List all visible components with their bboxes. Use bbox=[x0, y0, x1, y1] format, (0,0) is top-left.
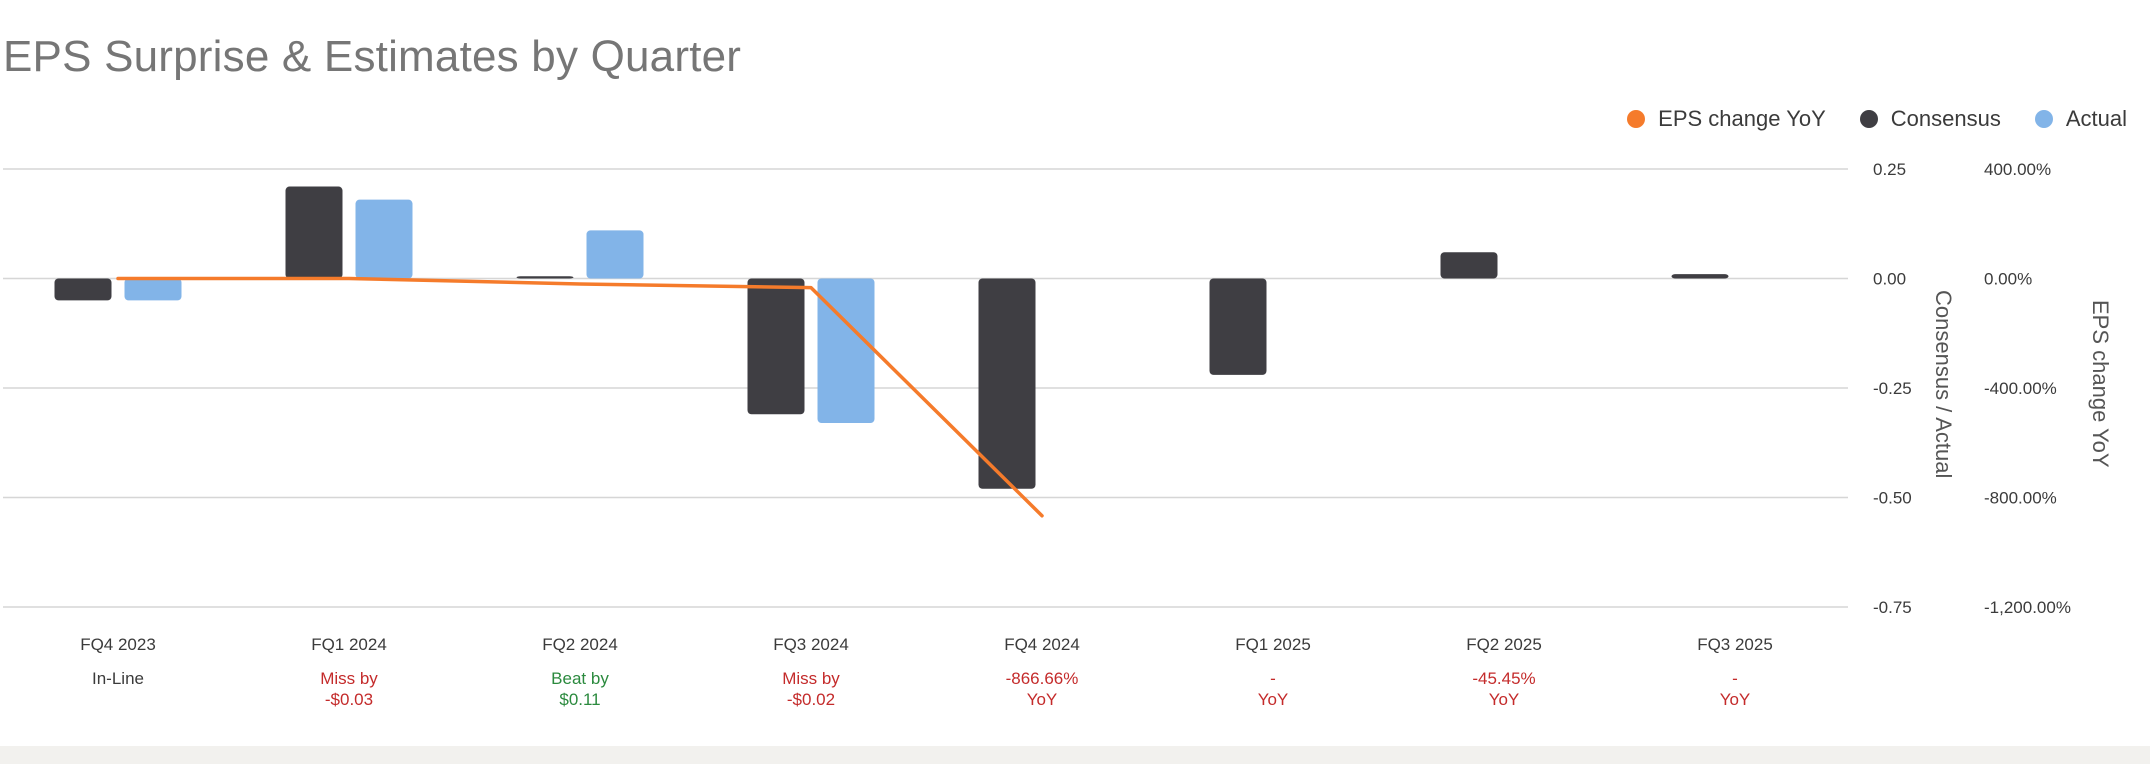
y-right-axis-title: EPS change YoY bbox=[2088, 300, 2113, 468]
x-tick-label: FQ1 2025 bbox=[1235, 635, 1311, 654]
legend-label-consensus: Consensus bbox=[1890, 106, 2001, 131]
surprise-label-line2: YoY bbox=[1720, 690, 1751, 709]
surprise-label-line1: -866.66% bbox=[1006, 669, 1079, 688]
bar-consensus bbox=[285, 186, 343, 279]
line-eps-change-yoy bbox=[116, 276, 1044, 518]
y-right-tick-label: -1,200.00% bbox=[1984, 598, 2071, 617]
surprise-label-line2: -$0.02 bbox=[787, 690, 835, 709]
surprise-label-line2: -$0.03 bbox=[325, 690, 373, 709]
bar-consensus bbox=[978, 278, 1036, 489]
x-tick-label: FQ4 2024 bbox=[1004, 635, 1080, 654]
bar-consensus bbox=[1209, 278, 1267, 375]
legend-label-eps-change: EPS change YoY bbox=[1658, 106, 1826, 131]
surprise-label-line2: YoY bbox=[1489, 690, 1520, 709]
legend-marker-eps-change bbox=[1627, 110, 1646, 128]
x-tick-label: FQ2 2025 bbox=[1466, 635, 1542, 654]
y-right-tick-label: 400.00% bbox=[1984, 160, 2051, 179]
footer-band bbox=[0, 746, 2150, 764]
bar-actual bbox=[586, 230, 644, 279]
chart-legend: EPS change YoY Consensus Actual bbox=[1627, 106, 2127, 132]
x-tick-label: FQ3 2024 bbox=[773, 635, 849, 654]
y-right-tick-label: -800.00% bbox=[1984, 489, 2057, 508]
surprise-label-line2: $0.11 bbox=[559, 690, 600, 709]
bar-consensus bbox=[747, 278, 805, 415]
y-left-tick-label: 0.25 bbox=[1873, 160, 1906, 179]
legend-label-actual: Actual bbox=[2065, 106, 2127, 131]
bar-actual bbox=[124, 278, 182, 301]
legend-marker-actual bbox=[2034, 110, 2053, 128]
surprise-label-line1: Beat by bbox=[551, 669, 609, 688]
x-tick-label: FQ4 2023 bbox=[80, 635, 156, 654]
x-tick-label: FQ1 2024 bbox=[311, 635, 387, 654]
y-left-tick-label: 0.00 bbox=[1873, 270, 1906, 289]
bar-actual bbox=[355, 199, 413, 279]
y-left-tick-label: -0.50 bbox=[1873, 489, 1912, 508]
surprise-label-line1: Miss by bbox=[320, 669, 378, 688]
bar-consensus bbox=[516, 276, 574, 279]
legend-marker-consensus bbox=[1859, 110, 1878, 128]
chart-title: EPS Surprise & Estimates by Quarter bbox=[3, 32, 742, 81]
surprise-label-line1: In-Line bbox=[92, 669, 144, 688]
y-left-tick-label: -0.25 bbox=[1873, 379, 1912, 398]
surprise-label-line2: YoY bbox=[1258, 690, 1289, 709]
legend-item-eps-change[interactable]: EPS change YoY bbox=[1627, 106, 1826, 132]
bar-consensus bbox=[1671, 274, 1729, 279]
legend-item-consensus[interactable]: Consensus bbox=[1859, 106, 2001, 132]
x-tick-label: FQ3 2025 bbox=[1697, 635, 1773, 654]
y-right-tick-label: -400.00% bbox=[1984, 379, 2057, 398]
y-left-tick-label: -0.75 bbox=[1873, 598, 1912, 617]
y-left-axis-title: Consensus / Actual bbox=[1931, 290, 1956, 478]
surprise-label-line2: YoY bbox=[1027, 690, 1058, 709]
legend-item-actual[interactable]: Actual bbox=[2034, 106, 2127, 132]
surprise-label-line1: Miss by bbox=[782, 669, 840, 688]
bar-consensus bbox=[54, 278, 112, 301]
surprise-label-line1: - bbox=[1732, 669, 1738, 688]
x-tick-label: FQ2 2024 bbox=[542, 635, 618, 654]
y-right-tick-label: 0.00% bbox=[1984, 270, 2032, 289]
bar-actual bbox=[817, 278, 875, 424]
surprise-label-line1: -45.45% bbox=[1472, 669, 1535, 688]
surprise-label-line1: - bbox=[1270, 669, 1276, 688]
bar-consensus bbox=[1440, 252, 1498, 279]
